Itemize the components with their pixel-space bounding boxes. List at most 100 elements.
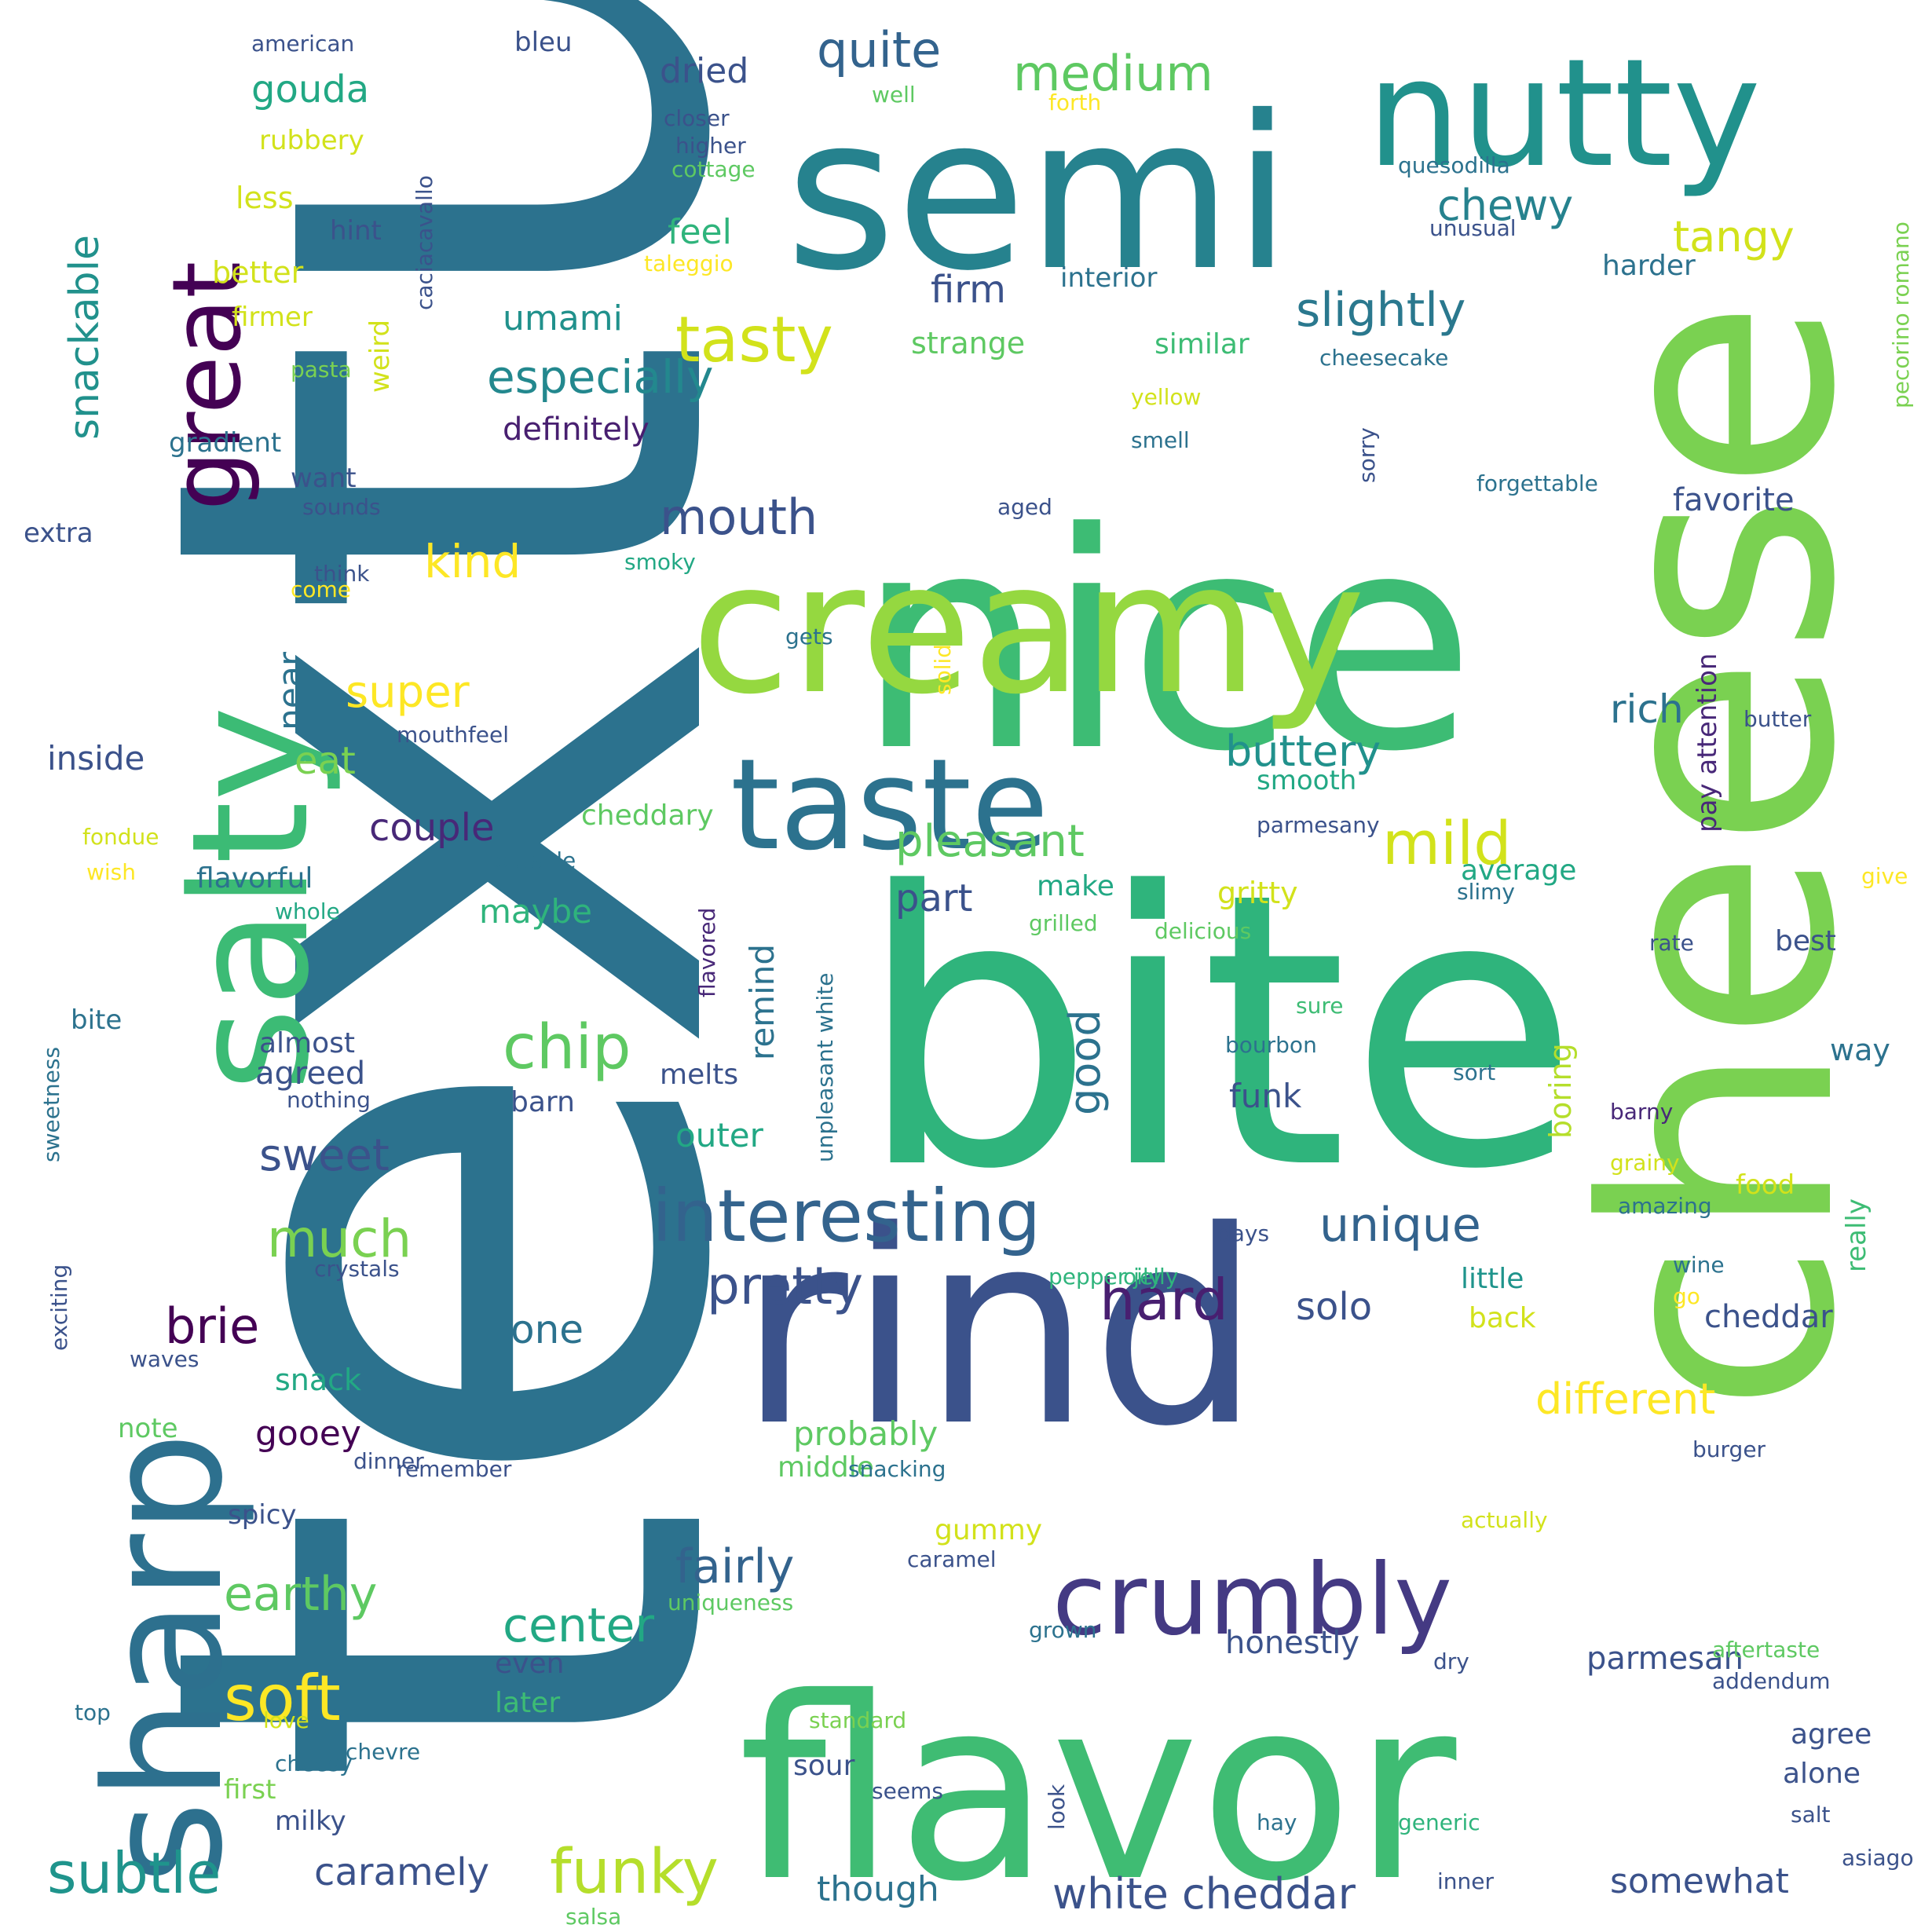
word-soft: soft: [224, 1662, 341, 1735]
word-back: back: [1469, 1302, 1536, 1334]
word-agreed: agreed: [255, 1056, 365, 1092]
word-grown: grown: [1029, 1617, 1096, 1643]
word-gouda: gouda: [251, 68, 369, 112]
word-barn: barn: [510, 1086, 575, 1118]
word-top: top: [75, 1700, 111, 1725]
word-aftertaste: aftertaste: [1712, 1637, 1820, 1663]
word-texture: texture: [13, 0, 873, 1791]
word-less: less: [236, 181, 294, 215]
word-interior: interior: [1060, 262, 1157, 294]
word-interesting: interesting: [652, 1174, 1041, 1258]
word-aged: aged: [997, 494, 1052, 520]
word-solid: solid: [930, 644, 956, 695]
word-kind: kind: [424, 535, 521, 588]
word-closer: closer: [664, 105, 730, 131]
word-well: well: [872, 82, 916, 108]
word-wish: wish: [86, 859, 136, 885]
word-bleu: bleu: [514, 27, 573, 58]
word-rate: rate: [1649, 930, 1694, 956]
word-burger: burger: [1692, 1436, 1766, 1462]
word-hint: hint: [330, 215, 382, 247]
word-days: days: [1217, 1220, 1269, 1246]
word-gooey: gooey: [255, 1414, 361, 1454]
word-want: want: [291, 463, 357, 494]
word-inside: inside: [47, 739, 145, 778]
word-gritty: gritty: [1217, 876, 1298, 910]
word-firmer: firmer: [232, 302, 313, 333]
word-later: later: [495, 1687, 560, 1719]
word-delicious: delicious: [1154, 918, 1251, 944]
word-dried: dried: [660, 51, 748, 91]
word-pay-attention: pay attention: [1692, 653, 1723, 832]
word-american: american: [251, 31, 354, 57]
word-umami: umami: [503, 298, 623, 338]
word-honestly: honestly: [1225, 1625, 1359, 1661]
word-quesodilla: quesodilla: [1398, 152, 1510, 178]
word-sweetness: sweetness: [38, 1047, 64, 1162]
word-chewy: chewy: [1437, 181, 1573, 230]
word-way: way: [1830, 1033, 1890, 1067]
word-caramely: caramely: [314, 1850, 489, 1894]
word-love: love: [263, 1707, 309, 1733]
word-flavored: flavored: [694, 908, 720, 997]
word-sour: sour: [793, 1750, 855, 1782]
word-slimy: slimy: [1457, 879, 1515, 905]
word-agree: agree: [1791, 1718, 1872, 1751]
word-pasta: pasta: [291, 357, 352, 382]
word-barny: barny: [1610, 1099, 1673, 1125]
word-little: little: [1461, 1263, 1524, 1295]
word-unpleasant-white: unpleasant white: [812, 973, 838, 1162]
word-best: best: [1775, 925, 1836, 957]
word-sharp: sharp: [71, 1432, 258, 1885]
word-chip: chip: [503, 1012, 631, 1083]
word-middle: middle: [778, 1451, 874, 1484]
word-look: look: [1044, 1784, 1070, 1830]
word-make: make: [1037, 870, 1114, 902]
word-cheddar: cheddar: [1704, 1299, 1833, 1335]
word-creamy: creamy: [691, 525, 1366, 734]
word-mild: mild: [1382, 808, 1512, 878]
word-melts: melts: [660, 1059, 738, 1091]
word-tangy: tangy: [1673, 212, 1795, 262]
word-alone: alone: [1783, 1758, 1861, 1790]
word-parmesan: parmesan: [1586, 1641, 1744, 1677]
word-actually: actually: [1461, 1507, 1548, 1533]
word-slightly: slightly: [1296, 283, 1465, 338]
word-amazing: amazing: [1618, 1193, 1712, 1219]
word-similar: similar: [1154, 328, 1250, 360]
word-weird: weird: [364, 320, 396, 393]
word-unusual: unusual: [1429, 215, 1517, 241]
word-medium: medium: [1013, 45, 1213, 102]
word-taste: taste: [730, 731, 1048, 878]
word-crumbly: crumbly: [1052, 1543, 1452, 1657]
word-solo: solo: [1296, 1285, 1372, 1329]
word-extra: extra: [24, 518, 93, 549]
word-snackable: snackable: [61, 235, 108, 440]
word-butter: butter: [1744, 706, 1812, 732]
word-chevre: chevre: [346, 1739, 420, 1765]
word-really: really: [1841, 1198, 1872, 1272]
word-outer: outer: [675, 1116, 764, 1154]
word-boring: boring: [1543, 1043, 1578, 1139]
word-bourbon: bourbon: [1225, 1032, 1317, 1058]
word-nice: nice: [856, 469, 1476, 817]
word-grainy: grainy: [1610, 1150, 1680, 1176]
word-milky: milky: [275, 1806, 346, 1837]
word-fondue: fondue: [82, 824, 159, 850]
word-seems: seems: [872, 1778, 943, 1804]
word-firm: firm: [931, 268, 1006, 312]
word-super: super: [346, 667, 470, 718]
word-lot: lot: [609, 1357, 645, 1389]
word-smoky: smoky: [624, 549, 696, 575]
word-one: one: [510, 1307, 584, 1352]
word-center: center: [503, 1598, 654, 1653]
word-much: much: [267, 1209, 412, 1269]
word-earthy: earthy: [224, 1567, 377, 1622]
word-sorry: sorry: [1354, 427, 1380, 483]
word-addendum: addendum: [1712, 1668, 1830, 1694]
word-inner: inner: [1437, 1868, 1494, 1894]
word-harder: harder: [1602, 250, 1696, 282]
word-cheddary: cheddary: [581, 800, 714, 832]
